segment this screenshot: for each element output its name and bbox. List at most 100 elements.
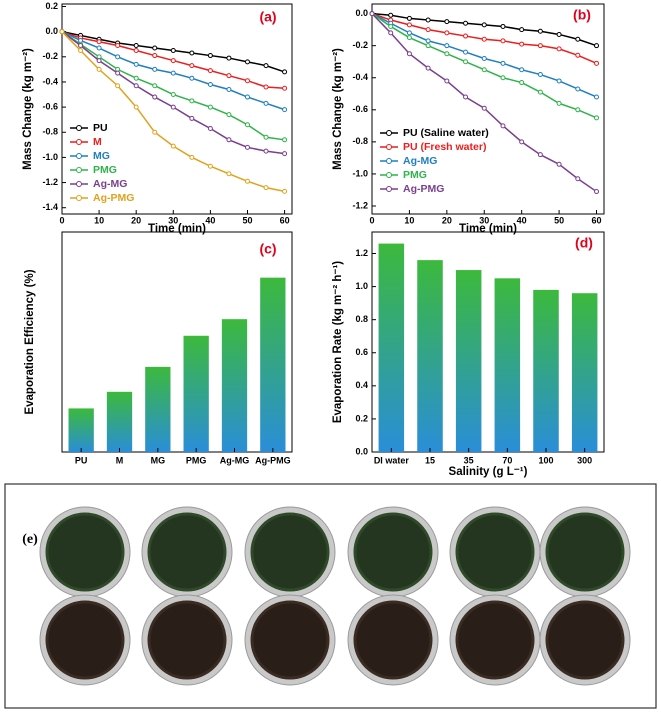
x-tick-label: M <box>116 455 124 465</box>
data-point <box>133 83 139 89</box>
y-tick-label: -0.6 <box>42 101 58 111</box>
data-point <box>282 188 288 194</box>
legend-label: PU (Saline water) <box>403 127 489 139</box>
data-point <box>170 104 176 110</box>
data-point <box>133 104 139 110</box>
x-tick-label: Ag-PMG <box>255 455 291 465</box>
data-point <box>463 49 469 55</box>
bar <box>260 277 286 452</box>
data-point <box>500 123 506 129</box>
data-point <box>170 143 176 149</box>
legend-marker <box>76 195 82 201</box>
data-point <box>444 51 450 57</box>
y-tick-label: -1.0 <box>42 152 58 162</box>
data-point <box>575 86 581 92</box>
y-tick-label: -1.0 <box>352 168 368 178</box>
dish-content <box>353 600 433 680</box>
data-point <box>519 41 525 47</box>
data-point <box>263 63 269 69</box>
legend-label: M <box>93 136 102 148</box>
data-point <box>406 51 412 57</box>
dish-content <box>45 600 125 680</box>
data-point <box>226 171 232 177</box>
data-point <box>152 83 158 89</box>
data-point <box>170 70 176 76</box>
legend-marker <box>386 158 392 164</box>
legend-marker <box>386 130 392 136</box>
data-point <box>282 85 288 91</box>
data-point <box>263 185 269 191</box>
x-tick-label: 60 <box>592 215 602 225</box>
x-tick-label: 35 <box>464 455 474 465</box>
legend-marker <box>386 172 392 178</box>
data-point <box>519 80 525 86</box>
dish-content <box>147 600 227 680</box>
data-point <box>59 29 65 35</box>
data-point <box>500 23 506 29</box>
y-tick-label: -0.4 <box>352 72 368 82</box>
x-tick-label: 60 <box>280 215 290 225</box>
panel-e-frame <box>4 483 657 709</box>
data-point <box>226 137 232 143</box>
data-point <box>282 69 288 75</box>
data-point <box>519 67 525 73</box>
legend-label: MG <box>93 150 110 162</box>
dish-content <box>455 600 535 680</box>
dish-content <box>545 600 625 680</box>
x-tick-label: Ag-MG <box>220 455 250 465</box>
y-tick-label: -0.2 <box>352 40 368 50</box>
x-tick-label: PMG <box>186 455 207 465</box>
data-point <box>537 28 543 34</box>
dish-content <box>250 512 330 592</box>
data-point <box>406 30 412 36</box>
x-tick-label: 30 <box>479 215 489 225</box>
x-tick-label: 40 <box>205 215 215 225</box>
data-point <box>463 59 469 65</box>
bar <box>571 293 598 452</box>
legend-label: PMG <box>93 164 117 176</box>
data-point <box>133 61 139 67</box>
data-point <box>96 39 102 45</box>
data-point <box>481 67 487 73</box>
data-point <box>170 92 176 98</box>
legend-label: PU <box>93 122 108 134</box>
legend-marker <box>76 125 82 131</box>
legend-label: Ag-MG <box>93 178 127 190</box>
x-tick-label: PU <box>75 455 88 465</box>
x-axis-label: Salinity (g L⁻¹) <box>449 466 528 478</box>
data-point <box>481 56 487 62</box>
data-point <box>244 94 250 100</box>
data-point <box>575 52 581 58</box>
data-point <box>244 78 250 84</box>
y-tick-label: 0.0 <box>45 26 58 36</box>
bar <box>106 391 133 452</box>
data-point <box>463 94 469 100</box>
data-point <box>282 107 288 113</box>
dish-content <box>455 512 535 592</box>
y-tick-label: 0.4 <box>355 380 368 390</box>
data-point <box>575 36 581 42</box>
y-tick-label: -0.8 <box>352 136 368 146</box>
bar <box>455 270 482 452</box>
data-point <box>244 122 250 128</box>
data-point <box>425 17 431 23</box>
legend-marker <box>76 139 82 145</box>
data-point <box>463 33 469 39</box>
data-point <box>226 87 232 93</box>
data-point <box>463 20 469 26</box>
data-point <box>189 75 195 81</box>
x-tick-label: 100 <box>538 455 553 465</box>
data-point <box>263 100 269 106</box>
data-point <box>406 22 412 28</box>
legend-label: PU (Fresh water) <box>403 141 486 153</box>
legend-marker <box>386 186 392 192</box>
data-point <box>226 73 232 79</box>
x-tick-label: 30 <box>168 215 178 225</box>
y-axis-label: Mass Change (kg m⁻²) <box>22 48 34 170</box>
data-point <box>444 30 450 36</box>
plot-frame <box>61 3 293 215</box>
y-axis-label: Evaporation Rate (kg m⁻² h⁻¹) <box>332 261 344 423</box>
legend-label: PMG <box>403 169 427 181</box>
y-tick-label: -1.2 <box>352 200 368 210</box>
data-point <box>500 60 506 66</box>
